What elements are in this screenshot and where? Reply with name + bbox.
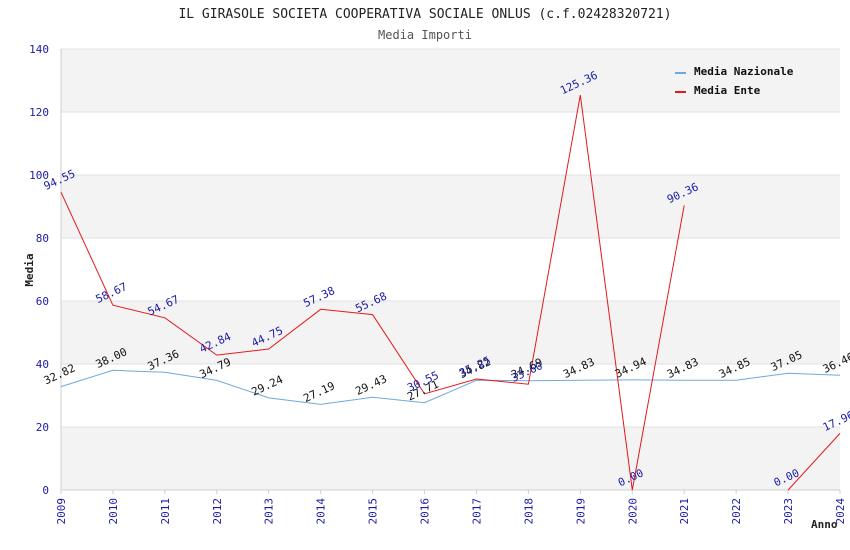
axes — [60, 49, 841, 494]
grid-bands — [61, 49, 840, 490]
data-label-media-nazionale: 29.24 — [249, 373, 285, 399]
x-tick-label: 2010 — [107, 498, 120, 525]
y-tick-label: 20 — [36, 421, 49, 434]
x-tick-label: 2009 — [55, 498, 68, 525]
x-tick-label: 2017 — [470, 498, 483, 525]
grid-lines — [61, 48, 840, 491]
x-tick-label: 2012 — [211, 498, 224, 525]
tick-labels: 0 20 40 60 80 100 120 140 2009 2010 2011 2012 2013 20… — [29, 43, 847, 525]
y-tick-label: 100 — [29, 169, 49, 182]
x-tick-label: 2022 — [730, 498, 743, 525]
series-lines — [60, 95, 841, 491]
chart-subtitle: Media Importi — [378, 28, 472, 42]
x-axis-label: Anno — [811, 518, 838, 531]
data-label-media-nazionale: 27.19 — [301, 379, 337, 405]
x-tick-label: 2011 — [159, 498, 172, 525]
x-tick-label: 2024 — [834, 498, 847, 525]
legend: Media Nazionale Media Ente — [675, 65, 794, 97]
y-tick-label: 80 — [36, 232, 49, 245]
x-tick-label: 2020 — [626, 498, 639, 525]
y-tick-label: 120 — [29, 106, 49, 119]
x-tick-label: 2016 — [419, 498, 432, 525]
series-line-1 — [787, 433, 841, 491]
chart-title: IL GIRASOLE SOCIETA COOPERATIVA SOCIALE … — [178, 7, 671, 22]
y-tick-label: 0 — [42, 484, 49, 497]
grid-band — [61, 427, 840, 490]
series-line-0 — [60, 369, 841, 405]
y-tick-label: 140 — [29, 43, 49, 56]
y-axis-label: Media — [23, 253, 36, 286]
x-tick-label: 2019 — [574, 498, 587, 525]
x-tick-label: 2021 — [678, 498, 691, 525]
x-tick-label: 2015 — [367, 498, 380, 525]
legend-label-media-ente: Media Ente — [694, 84, 761, 97]
grid-band — [61, 49, 840, 112]
x-tick-label: 2014 — [315, 498, 328, 525]
grid-band — [61, 301, 840, 364]
grid-band — [61, 175, 840, 238]
y-tick-label: 40 — [36, 358, 49, 371]
x-tick-label: 2023 — [782, 498, 795, 525]
data-label-media-nazionale: 29.43 — [353, 372, 389, 398]
x-tick-label: 2018 — [522, 498, 535, 525]
legend-label-media-nazionale: Media Nazionale — [694, 65, 794, 78]
series-line-1 — [60, 95, 685, 491]
x-tick-label: 2013 — [263, 498, 276, 525]
y-tick-label: 60 — [36, 295, 49, 308]
